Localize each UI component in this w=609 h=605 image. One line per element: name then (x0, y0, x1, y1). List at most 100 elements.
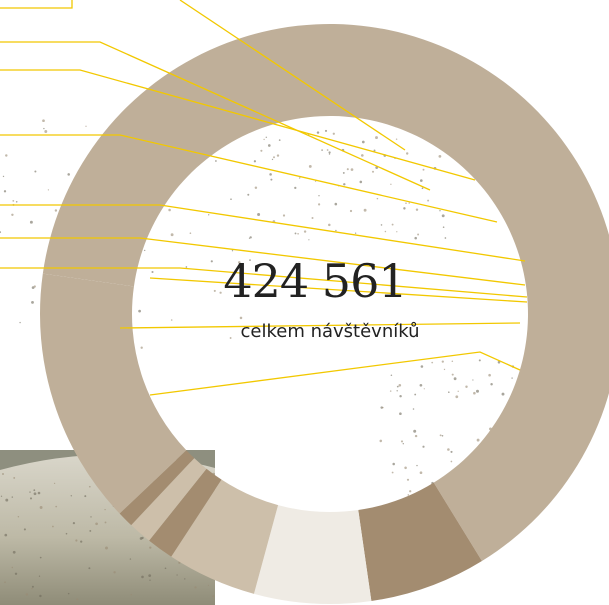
speckle-dot (271, 158, 274, 161)
speckle-dot (80, 540, 83, 543)
speckle-dot (0, 231, 2, 234)
speckle-dot (321, 149, 323, 151)
speckle-dot (90, 516, 92, 518)
speckle-dot (5, 154, 8, 157)
speckle-dot (88, 485, 91, 488)
speckle-dot (465, 385, 468, 389)
leader-line-1 (0, 0, 73, 9)
donut-slice-8 (39, 273, 187, 514)
speckle-dot (354, 232, 357, 234)
speckle-dot (419, 179, 423, 182)
speckle-dot (447, 448, 450, 451)
speckle-dot (33, 285, 36, 288)
speckle-dot (184, 578, 186, 580)
speckle-dot (84, 495, 87, 498)
speckle-dot (311, 216, 314, 220)
speckle-dot (42, 119, 45, 123)
speckle-dot (414, 236, 417, 240)
speckle-dot (399, 412, 402, 416)
speckle-dot (451, 360, 454, 363)
speckle-dot (443, 368, 446, 371)
speckle-dot (342, 171, 345, 174)
speckle-dot (422, 168, 425, 171)
speckle-dot (219, 291, 222, 294)
leader-line-10 (119, 322, 521, 329)
speckle-dot (490, 382, 493, 386)
speckle-dot (33, 489, 36, 492)
donut-slice-4 (171, 479, 279, 594)
speckle-dot (294, 232, 297, 235)
speckle-dot (361, 140, 365, 144)
speckle-dot (448, 391, 450, 394)
speckle-dot (335, 229, 337, 232)
speckle-dot (67, 173, 70, 176)
speckle-dot (400, 440, 404, 443)
speckle-dot (11, 566, 14, 569)
speckle-dot (29, 491, 31, 493)
speckle-dot (53, 482, 56, 485)
speckle-dot (247, 193, 250, 196)
speckle-dot (398, 383, 402, 387)
speckle-dot (297, 232, 299, 235)
speckle-dot (14, 572, 18, 575)
speckle-dot (363, 208, 367, 212)
speckle-dot (403, 207, 406, 210)
speckle-dot (457, 390, 459, 392)
speckle-dot (373, 149, 376, 152)
speckle-dot (380, 224, 383, 226)
speckle-dot (431, 361, 434, 364)
speckle-dot (450, 460, 453, 463)
leader-line-9 (149, 277, 528, 303)
donut-slice-6 (131, 458, 207, 541)
speckle-dot (55, 505, 58, 508)
speckle-dot (390, 183, 392, 185)
speckle-dot (230, 198, 232, 201)
speckle-dot (328, 153, 331, 155)
speckle-dot (88, 567, 91, 570)
speckle-dot (207, 584, 209, 587)
leader-line-6 (0, 204, 526, 262)
speckle-dot (441, 434, 444, 437)
speckle-dot (31, 587, 33, 590)
speckle-dot (404, 466, 407, 470)
speckle-dot (267, 144, 271, 147)
speckle-dot (143, 249, 146, 252)
speckle-dot (382, 406, 384, 409)
speckle-dot (76, 598, 79, 601)
speckle-dot (332, 132, 335, 135)
speckle-dot (11, 496, 14, 498)
speckle-dot (37, 491, 41, 495)
speckle-dot (453, 377, 457, 381)
speckle-dot (33, 492, 37, 496)
speckle-dot (308, 239, 310, 241)
speckle-dot (376, 197, 379, 200)
speckle-dot (138, 309, 141, 313)
speckle-dot (29, 220, 33, 224)
speckle-dot (31, 585, 34, 588)
speckle-dot (129, 558, 132, 560)
speckle-dot (414, 434, 418, 438)
speckle-dot (392, 462, 395, 466)
speckle-dot (318, 195, 320, 197)
leader-lines (0, 0, 528, 396)
speckle-dot (210, 260, 213, 263)
speckle-dot (11, 213, 14, 217)
leader-line-2 (179, 0, 406, 151)
speckle-dot (328, 223, 331, 227)
speckle-dot (472, 379, 474, 381)
leader-line-8 (0, 267, 528, 298)
donut-slice-1 (42, 24, 609, 562)
speckle-dot (47, 189, 50, 191)
speckle-dot (478, 359, 481, 362)
speckle-dot (104, 521, 107, 524)
speckle-dot (408, 202, 410, 204)
speckle-dot (407, 494, 410, 496)
speckle-dot (265, 136, 268, 139)
speckle-dot (257, 213, 261, 216)
speckle-dot (141, 536, 144, 540)
leader-line-11 (149, 351, 521, 396)
speckle-dot (263, 138, 265, 141)
speckle-dot (473, 391, 476, 395)
speckle-dot (13, 476, 16, 479)
